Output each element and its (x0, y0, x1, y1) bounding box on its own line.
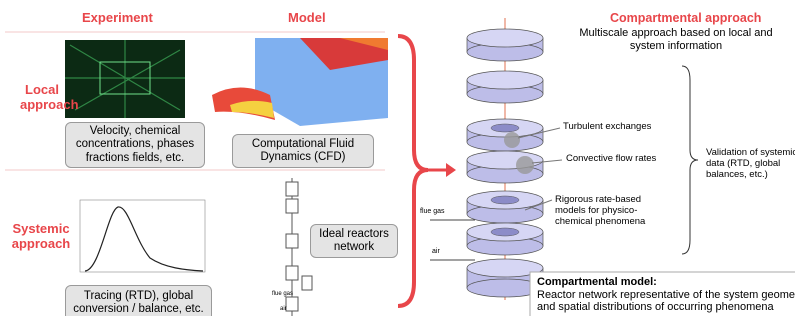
highlight (504, 132, 520, 148)
rtd-curve (85, 207, 203, 271)
hole (491, 196, 519, 204)
line: fractions fields, etc. (66, 152, 204, 165)
line: Computational Fluid (233, 138, 373, 151)
brace (398, 36, 428, 306)
slide: Experiment Model Localapproach Systemica… (0, 0, 795, 316)
reactor (302, 276, 312, 290)
line: approach (20, 98, 64, 113)
line: Velocity, chemical (66, 125, 204, 138)
line: Ideal reactors (311, 228, 397, 241)
hole (491, 228, 519, 236)
line: Systemic (6, 222, 76, 237)
line: Multiscale approach based on local and (566, 27, 786, 40)
box-title: Compartmental model: (537, 276, 795, 289)
network-label: flue gas (272, 291, 293, 298)
callout: Convective flow rates (566, 154, 656, 165)
arrow-head (446, 163, 456, 177)
rtd-axes (80, 200, 205, 272)
callout: Turbulent exchanges (563, 122, 651, 133)
line: network (311, 241, 397, 254)
inlet-label: flue gas (420, 208, 445, 216)
disc-top (467, 29, 543, 47)
reactor (286, 199, 298, 213)
column-header: Model (288, 11, 326, 26)
line: and spatial distributions of occurring p… (537, 301, 795, 314)
line: conversion / balance, etc. (66, 303, 211, 316)
line: approach (6, 237, 76, 252)
reactor (286, 297, 298, 311)
line: chemical phenomena (555, 217, 645, 228)
model-box-text: Compartmental model:Reactor network repr… (537, 276, 795, 314)
reactor (286, 182, 298, 196)
reactor (286, 266, 298, 280)
line: system information (566, 40, 786, 53)
brace (682, 66, 698, 254)
hole (491, 124, 519, 132)
column-header: Experiment (82, 11, 153, 26)
line: concentrations, phases (66, 138, 204, 151)
line: Dynamics (CFD) (233, 151, 373, 164)
title: Compartmental approach (610, 11, 761, 25)
disc-top (467, 71, 543, 89)
network-label: air (280, 306, 287, 313)
line: Reactor network representative of the sy… (537, 289, 795, 302)
highlight (516, 156, 534, 174)
line: Tracing (RTD), global (66, 290, 211, 303)
inlet-label: air (432, 248, 440, 256)
line: balances, etc.) (706, 170, 795, 181)
cfd-detail (230, 101, 274, 118)
reactor (286, 234, 298, 248)
line: Local (20, 83, 64, 98)
